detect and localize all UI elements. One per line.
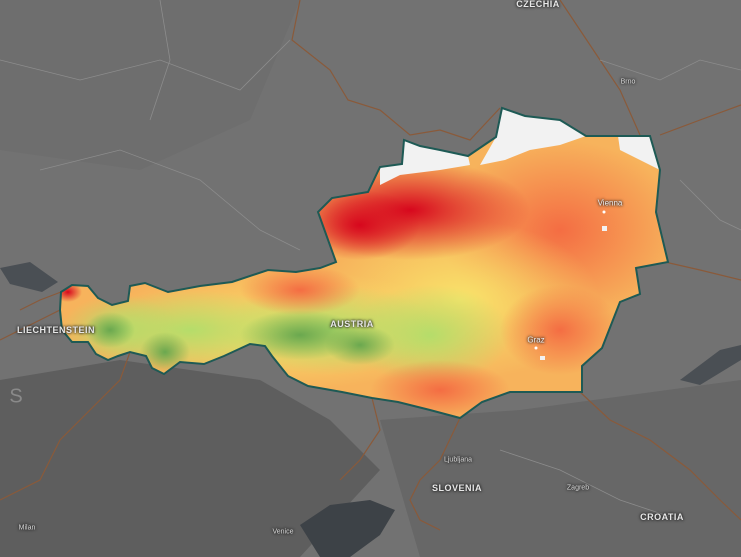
lake-balaton [680, 345, 741, 385]
label-vienna: Vienna [597, 198, 623, 208]
region-borders [0, 0, 741, 521]
label-venice: Venice [272, 528, 294, 536]
label-czechia: CZECHIA [516, 0, 560, 9]
germany-terrain-shade [0, 0, 300, 170]
label-milan: Milan [18, 524, 36, 532]
label-brno: Brno [620, 78, 636, 86]
label-zagreb: Zagreb [566, 484, 590, 492]
lake-constance [0, 262, 58, 292]
alps-terrain-shade [0, 360, 380, 557]
label-slovenia: SLOVENIA [431, 483, 483, 493]
vienna-city-dot [602, 210, 606, 214]
label-austria: AUSTRIA [330, 319, 374, 329]
label-liechtenstein: LIECHTENSTEIN [16, 325, 96, 335]
adriatic-sea [300, 500, 395, 557]
label-croatia: CROATIA [640, 512, 684, 522]
label-graz: Graz [527, 335, 545, 345]
balkan-terrain-shade [380, 380, 741, 557]
graz-city-dot [534, 346, 538, 350]
label-ljubljana: Ljubljana [443, 456, 473, 464]
label-switzerland-partial: S [9, 385, 23, 408]
